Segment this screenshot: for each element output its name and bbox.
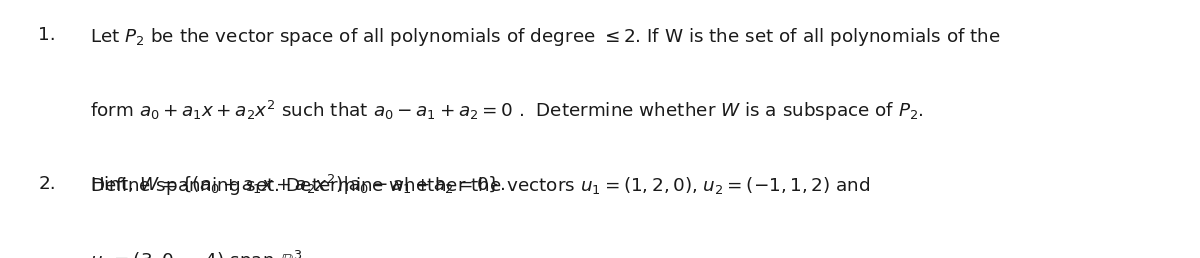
- Text: 1.: 1.: [38, 26, 56, 44]
- Text: Let $P_2$ be the vector space of all polynomials of degree $\leq 2$. If W is the: Let $P_2$ be the vector space of all pol…: [90, 26, 1001, 48]
- Text: Hint, $W = \{(a_0 + a_1x + a_2x^2)|a_0 - a_1 + a_2 = 0\}$.: Hint, $W = \{(a_0 + a_1x + a_2x^2)|a_0 -…: [90, 173, 505, 197]
- Text: Define spanning set. Determine whether the vectors $u_1 = (1,2,0)$, $u_2 = (-1,1: Define spanning set. Determine whether t…: [90, 175, 870, 197]
- Text: 2.: 2.: [38, 175, 56, 194]
- Text: form $a_0 + a_1x + a_2x^2$ such that $a_0 - a_1 + a_2 = 0$ .  Determine whether : form $a_0 + a_1x + a_2x^2$ such that $a_…: [90, 99, 924, 123]
- Text: $u_3 = (3,0,-4)$ span $\mathbb{R}^3$.: $u_3 = (3,0,-4)$ span $\mathbb{R}^3$.: [90, 249, 307, 258]
